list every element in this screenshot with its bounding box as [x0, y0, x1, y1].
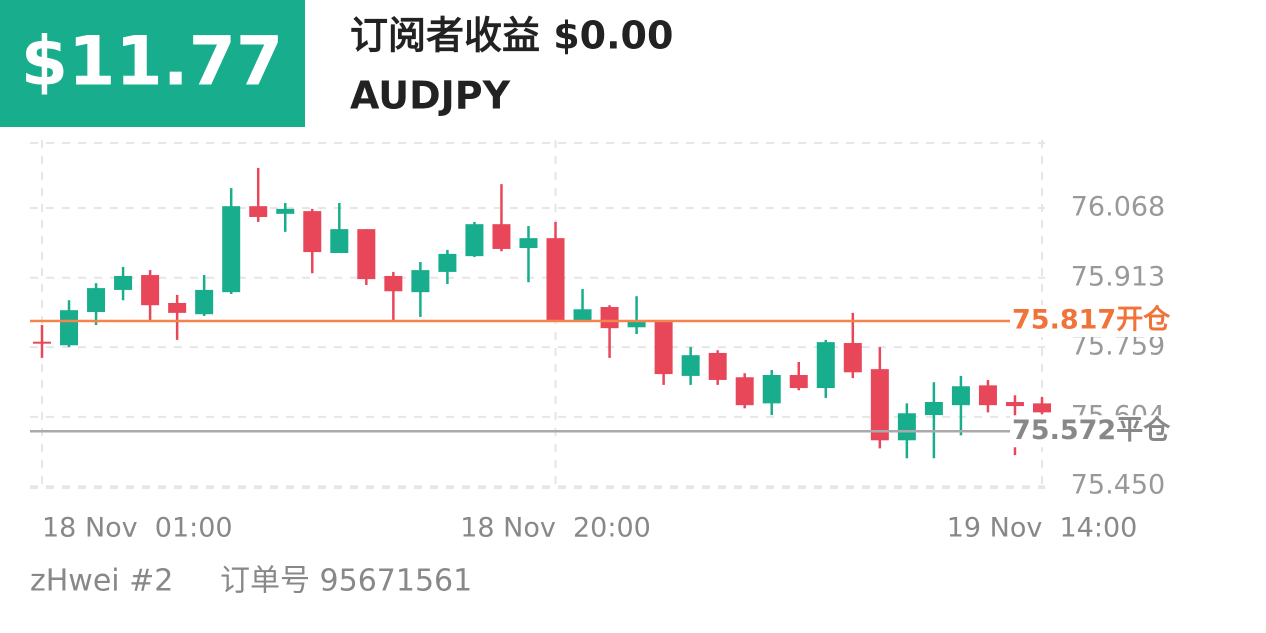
x-tick-label: 18 Nov 20:00: [460, 513, 651, 544]
candle-body: [438, 253, 457, 272]
profit-box: [0, 0, 305, 127]
candle-body: [411, 270, 430, 293]
x-tick-label: 18 Nov 01:00: [42, 513, 233, 544]
y-tick-label: 75.913: [1071, 261, 1165, 292]
candle-body: [168, 302, 187, 313]
symbol: AUDJPY: [350, 74, 511, 118]
candle-body: [843, 343, 862, 373]
candle-body: [465, 224, 484, 257]
candle-body: [33, 341, 51, 344]
account: zHwei #2: [30, 564, 173, 599]
candle-body: [681, 355, 700, 376]
y-tick-label: 76.068: [1071, 191, 1165, 222]
reference-label-bg: [1010, 415, 1168, 448]
candle-body: [1033, 403, 1051, 413]
candle-body: [357, 229, 376, 280]
candle-body: [195, 289, 214, 315]
candle-body: [951, 386, 970, 406]
candle-body: [60, 310, 79, 346]
candle-body: [708, 352, 727, 380]
candle-body: [870, 369, 889, 441]
candle-body: [1005, 402, 1024, 407]
candle-body: [492, 224, 511, 249]
order-number: 订单号 95671561: [220, 564, 472, 599]
candle-body: [654, 321, 673, 375]
title: 订阅者收益 $0.00: [350, 14, 673, 58]
candle-body: [573, 309, 592, 321]
candle-body: [762, 375, 781, 404]
profit: $11.77: [21, 23, 283, 102]
candle-body: [546, 238, 565, 321]
candle-body: [249, 206, 268, 217]
candle-body: [897, 413, 916, 441]
candle-body: [816, 342, 835, 389]
candle-body: [978, 385, 997, 406]
candle-body: [924, 402, 943, 416]
y-tick-label: 75.450: [1071, 470, 1165, 501]
candle-body: [141, 275, 160, 306]
reference-label-bg: [1010, 304, 1168, 337]
candle-body: [87, 288, 106, 312]
candle-body: [114, 275, 133, 290]
reference-label: 75.572平仓: [1012, 415, 1171, 446]
candle-body: [276, 208, 295, 214]
candle-body: [303, 211, 322, 253]
candle-body: [789, 375, 808, 389]
candle-body: [627, 321, 646, 328]
candle-body: [735, 377, 754, 406]
candle-body: [384, 275, 403, 292]
candle-body: [330, 229, 349, 253]
candle-body: [600, 307, 619, 329]
candle-body: [519, 238, 538, 249]
x-tick-label: 19 Nov 14:00: [947, 513, 1138, 544]
candle-body: [222, 206, 241, 293]
reference-label: 75.817开仓: [1012, 304, 1171, 335]
